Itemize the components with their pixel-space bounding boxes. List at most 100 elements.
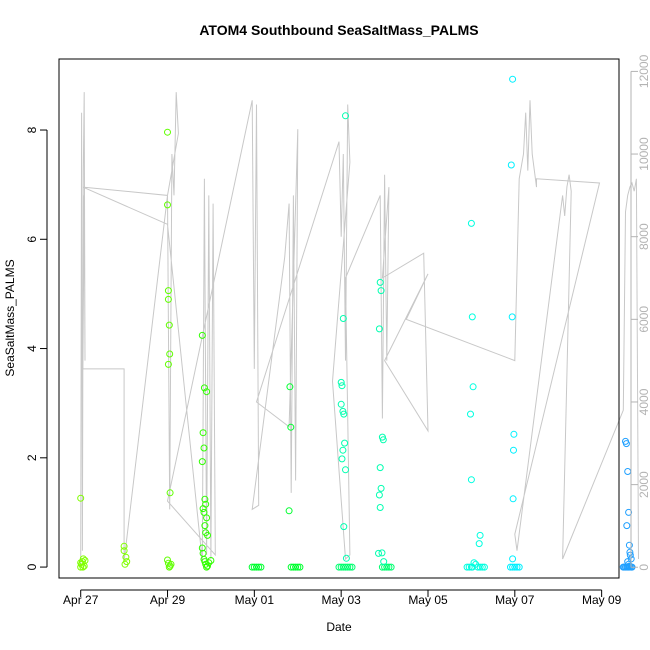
data-point: [387, 563, 395, 571]
data-point: [378, 549, 386, 557]
x-tick-label: May 05: [408, 593, 448, 607]
y-tick-label: 6: [25, 236, 39, 243]
data-point: [339, 563, 347, 571]
data-point: [476, 563, 484, 571]
altitude-trace: [80, 92, 639, 568]
data-point: [164, 287, 172, 295]
x-tick-label: May 03: [321, 593, 361, 607]
data-point: [123, 558, 131, 566]
plot-frame: [58, 58, 620, 579]
data-point: [167, 560, 175, 568]
data-point: [342, 466, 349, 474]
data-point: [625, 508, 633, 516]
data-point: [509, 495, 517, 503]
data-point: [122, 553, 130, 561]
y-tick-label: 0: [25, 563, 39, 570]
data-point: [79, 563, 87, 571]
altitude-lines: [80, 92, 639, 568]
data-point: [164, 201, 171, 209]
data-point: [120, 547, 128, 555]
data-point: [348, 563, 356, 571]
data-point: [467, 410, 474, 418]
data-point: [204, 531, 211, 539]
data-point: [341, 439, 349, 447]
data-point: [201, 495, 209, 503]
data-point: [287, 423, 295, 431]
x-tick-label: May 09: [582, 593, 622, 607]
data-point: [515, 563, 523, 571]
data-point: [200, 384, 208, 392]
data-point: [625, 541, 633, 549]
data-point: [467, 219, 475, 227]
data-point: [164, 128, 171, 136]
data-point: [510, 430, 518, 438]
data-point: [203, 388, 211, 396]
data-point: [294, 563, 302, 571]
data-point: [379, 436, 387, 444]
y2-tick-label: 6000: [637, 306, 650, 333]
data-point: [344, 563, 352, 571]
axes: 0 2 4 6 8 0 2000 4000 6000 8000 10000 12000 Apr 27 Ap…: [25, 54, 650, 607]
data-point: [199, 505, 207, 513]
data-point: [508, 313, 516, 321]
y-tick-label: 2: [25, 454, 39, 461]
data-point: [198, 458, 206, 466]
data-point: [253, 563, 260, 571]
data-point: [375, 325, 383, 333]
data-point: [200, 508, 208, 516]
data-point: [198, 544, 206, 552]
data-point: [623, 522, 631, 530]
data-point: [513, 563, 521, 571]
data-point: [509, 563, 517, 571]
data-point: [507, 161, 515, 169]
y-tick-label: 8: [25, 126, 39, 133]
data-point: [199, 429, 207, 437]
data-point: [509, 555, 517, 563]
data-point: [81, 557, 89, 564]
data-point: [255, 563, 263, 571]
data-point: [338, 455, 346, 463]
data-point: [164, 360, 172, 368]
data-point: [296, 563, 304, 571]
data-point: [624, 468, 632, 475]
data-point: [207, 557, 215, 564]
y-axis-label: SeaSaltMass_PALMS: [3, 259, 17, 376]
data-points: [77, 75, 636, 571]
data-point: [166, 350, 174, 358]
data-point: [626, 551, 634, 559]
data-point: [476, 531, 484, 539]
data-point: [383, 563, 391, 571]
y-tick-label: 4: [25, 345, 39, 352]
data-point: [340, 410, 348, 418]
data-point: [164, 295, 172, 303]
y2-tick-label: 0: [637, 564, 650, 571]
data-point: [203, 563, 211, 571]
data-point: [286, 383, 294, 391]
data-point: [198, 331, 206, 339]
data-point: [337, 400, 345, 408]
y2-tick-label: 8000: [637, 223, 650, 250]
data-point: [468, 563, 476, 571]
data-point: [203, 514, 211, 522]
data-point: [509, 75, 517, 83]
data-point: [250, 563, 258, 571]
data-point: [200, 444, 208, 452]
data-point: [377, 287, 385, 295]
data-point: [166, 489, 174, 497]
data-point: [467, 476, 475, 484]
data-point: [248, 563, 256, 571]
data-point: [622, 440, 630, 448]
data-point: [120, 542, 128, 550]
data-point: [380, 558, 388, 566]
x-axis-label: Date: [326, 620, 352, 634]
chart-title: ATOM4 Southbound SeaSaltMass_PALMS: [199, 22, 478, 38]
data-point: [201, 522, 209, 530]
data-point: [339, 315, 347, 322]
data-point: [339, 446, 347, 454]
y2-tick-label: 10000: [637, 137, 650, 171]
data-point: [376, 278, 384, 286]
y2-tick-label: 4000: [637, 388, 650, 415]
data-point: [469, 383, 477, 391]
x-tick-label: May 01: [235, 593, 275, 607]
data-point: [480, 563, 488, 571]
